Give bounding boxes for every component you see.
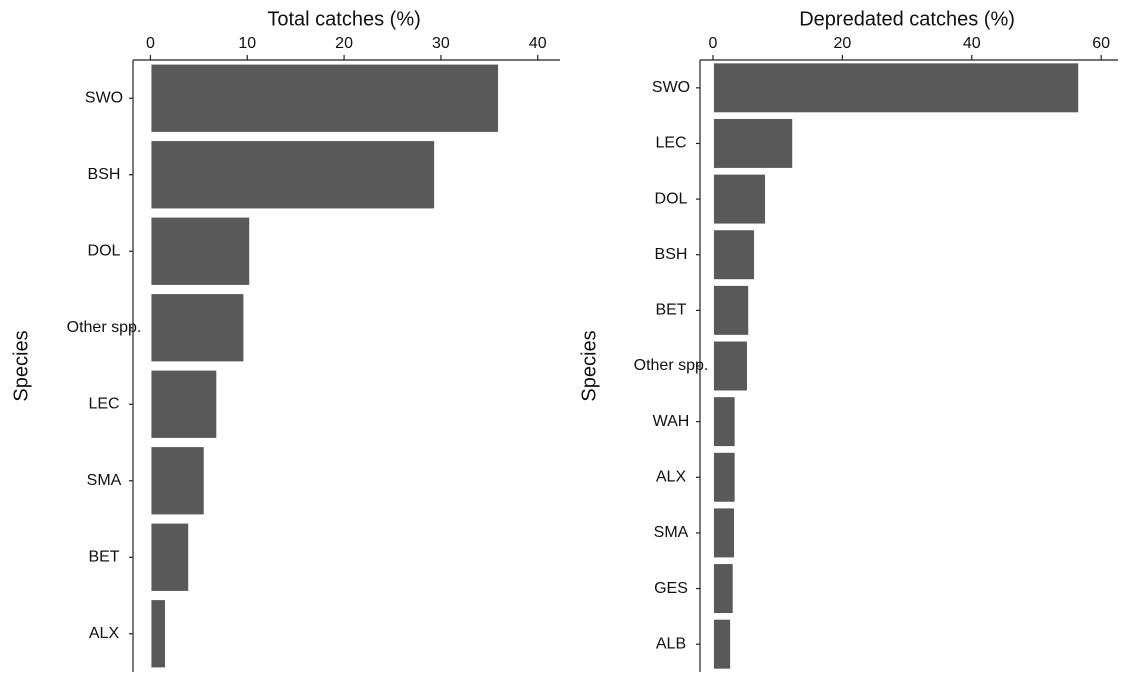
y-tick-label: ALX [89,625,120,642]
x-axis-title: Depredated catches (%) [799,8,1015,30]
y-axis-title: Species [578,330,600,401]
bar [151,64,499,132]
y-tick-label: DOL [655,190,688,207]
x-tick-label: 40 [963,35,981,52]
y-tick-label: BSH [88,166,121,183]
bar [713,564,733,614]
bar [151,141,435,209]
bar [713,285,749,335]
bar [151,447,204,515]
bar [713,341,747,391]
y-tick-label: SMA [654,524,689,541]
bar [151,294,244,362]
x-tick-label: 20 [833,35,851,52]
y-tick-label: SMA [87,472,122,489]
y-tick-label: GES [654,580,688,597]
x-tick-label: 60 [1092,35,1110,52]
bar [713,230,755,280]
x-tick-label: 0 [708,35,717,52]
y-tick-label: BET [88,548,119,565]
y-tick-label: BET [655,302,686,319]
x-axis-title: Total catches (%) [267,8,420,30]
bar [713,452,735,502]
bar [713,619,731,669]
bar [713,174,766,224]
bar [713,397,735,447]
x-tick-label: 10 [238,35,256,52]
y-tick-label: Other spp. [67,319,142,336]
bar [151,523,189,591]
y-tick-label: SWO [85,89,123,106]
y-tick-label: Other spp. [634,357,709,374]
y-tick-label: ALB [656,635,686,652]
bar [151,600,165,668]
bar [713,508,734,558]
y-tick-label: SWO [652,79,690,96]
bar [713,118,793,168]
x-tick-label: 0 [146,35,155,52]
y-tick-label: DOL [88,242,121,259]
y-tick-label: LEC [655,135,686,152]
bar [151,217,250,285]
x-tick-label: 20 [335,35,353,52]
bar [151,370,217,438]
bar [713,63,1079,113]
y-tick-label: WAH [653,413,690,430]
y-tick-label: LEC [88,395,119,412]
x-tick-label: 30 [432,35,450,52]
x-tick-label: 40 [529,35,547,52]
y-tick-label: ALX [656,468,687,485]
y-tick-label: BSH [655,246,688,263]
y-axis-title: Species [10,330,32,401]
